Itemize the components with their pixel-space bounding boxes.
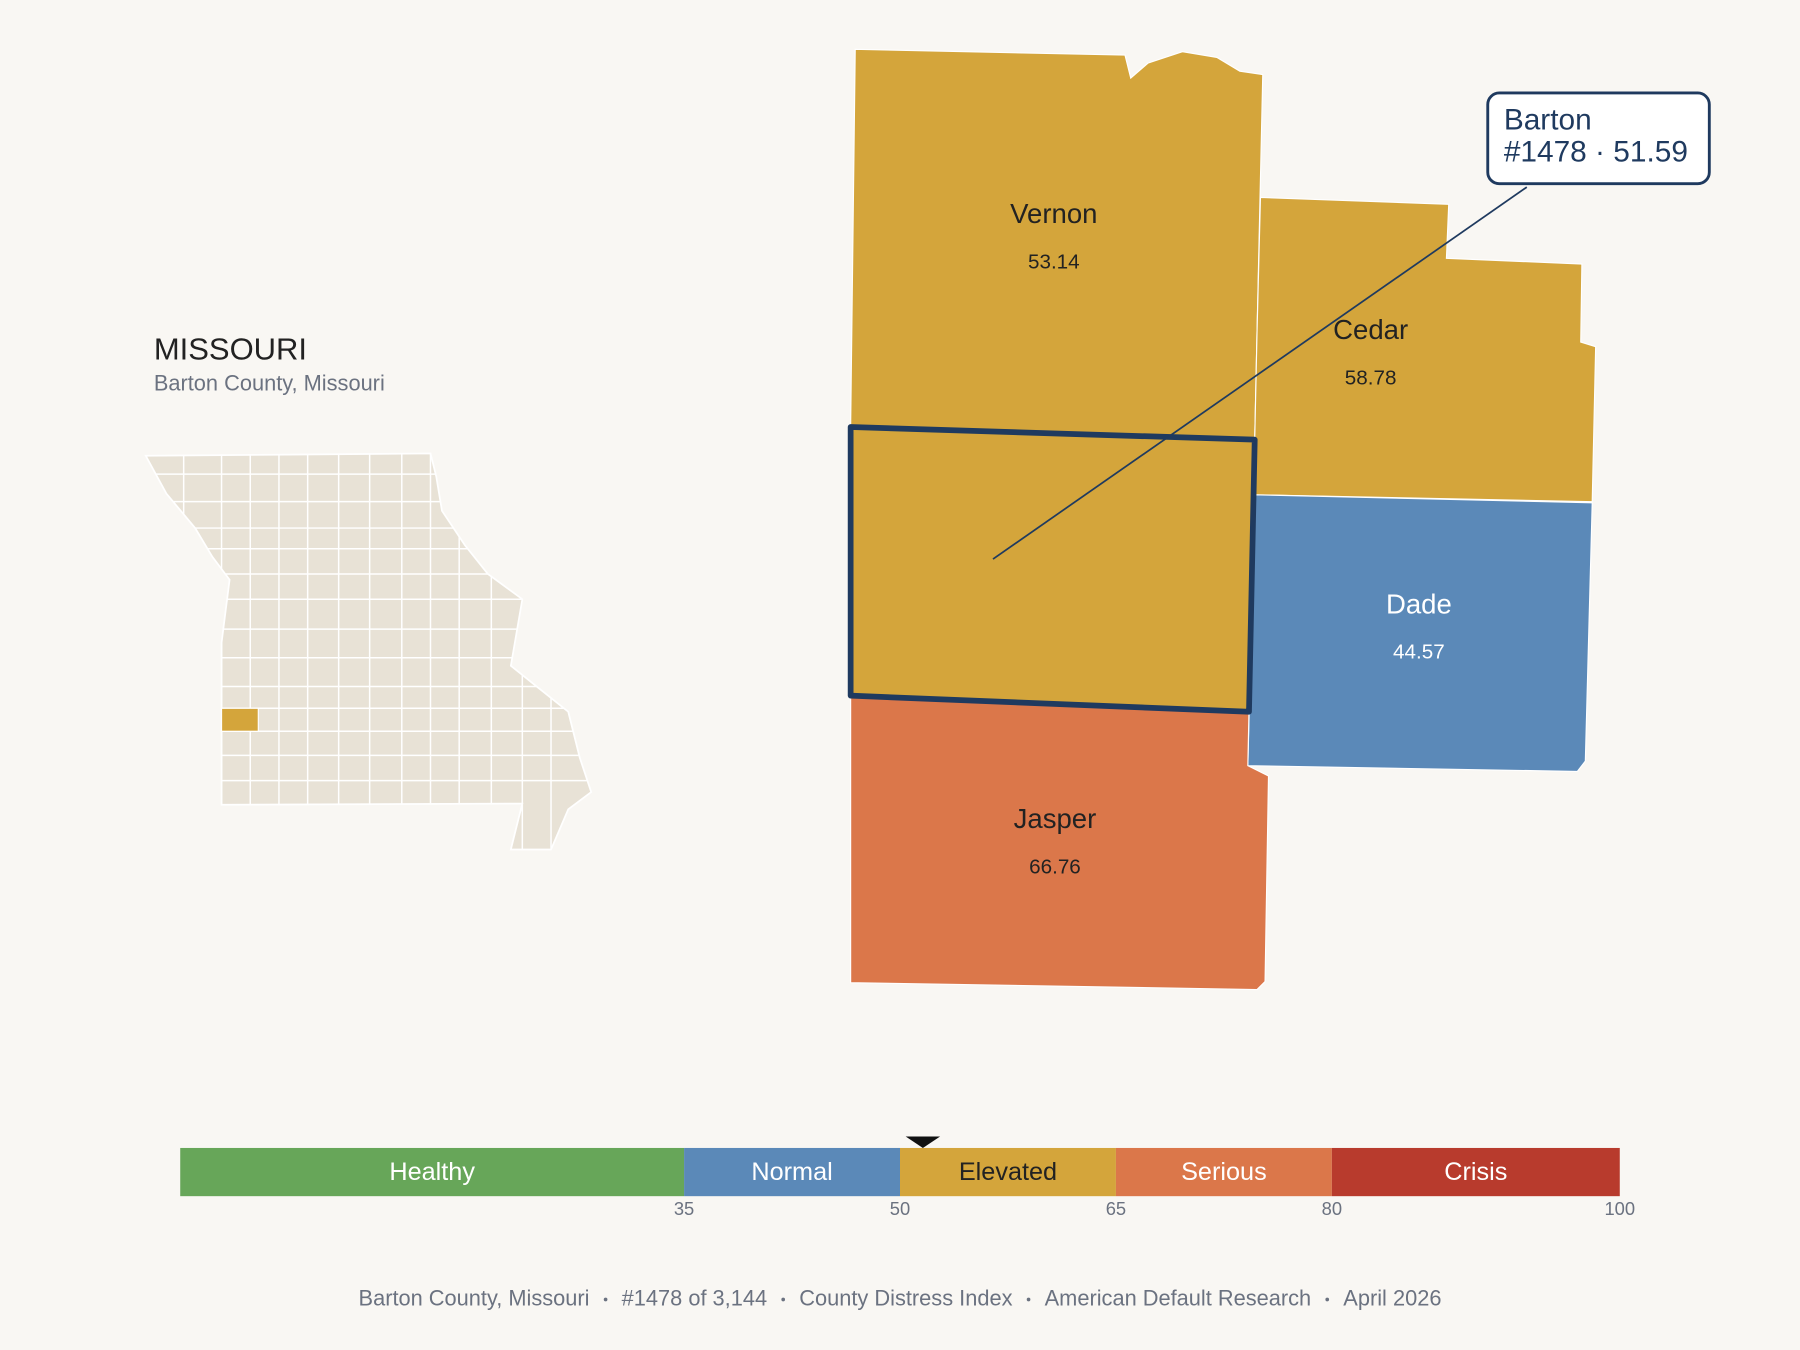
footer: Barton County, Missouri #1478 of 3,144 Cou… [359,1285,1442,1310]
county-name: Vernon [1010,198,1097,229]
footer-separator [781,1297,786,1302]
callout-leader [992,186,1528,560]
county-name: Jasper [1014,803,1097,834]
legend-tick-label: 50 [890,1198,910,1219]
legend-band-label: Elevated [959,1158,1057,1186]
legend-band [180,1147,685,1197]
footer-separator [603,1297,608,1302]
selected-county-inset [220,707,259,732]
legend-tick-label: 65 [1106,1198,1126,1219]
legend-tick-label: 35 [674,1198,694,1219]
county-map: Vernon 53.14 Cedar 58.78 Dade 44.57 Jasper 66.7… [847,48,1711,991]
county-shape [850,695,1270,991]
callout-text: #1478 · 51.59 [1504,136,1688,169]
subtitle: Barton County, Missouri [154,370,385,395]
legend: Healthy Normal Elevated Serious Crisis 35 50 65… [180,1136,1635,1219]
footer-item: #1478 of 3,144 [622,1285,767,1310]
legend-band-label: Crisis [1444,1158,1507,1186]
county-shape [1254,196,1597,503]
state-inset [144,452,593,851]
legend-band-label: Normal [751,1158,832,1186]
footer-item: American Default Research [1045,1285,1312,1310]
legend-tick-label: 80 [1322,1198,1342,1219]
legend-tick-label: 100 [1604,1198,1635,1219]
legend-band [900,1147,1116,1197]
legend-band-label: Serious [1181,1158,1267,1186]
legend-band-label: Healthy [389,1158,475,1186]
county-shape [850,48,1264,441]
footer-item: County Distress Index [799,1285,1012,1310]
callout-box [1486,91,1711,186]
legend-marker [905,1136,941,1148]
legend-band [1331,1147,1620,1197]
county-name: Dade [1386,588,1452,619]
selected-county [847,424,1258,715]
callout-name: Barton [1504,104,1592,137]
county-shape [1247,494,1593,773]
footer-item: April 2026 [1343,1285,1441,1310]
county-value: 44.57 [1393,641,1445,664]
state-title: MISSOURI [154,331,307,366]
county-name: Cedar [1333,314,1408,345]
state-shape [144,452,593,851]
county-value: 66.76 [1029,855,1081,878]
legend-band [1115,1147,1332,1197]
legend-band [684,1147,900,1197]
footer-separator [1325,1297,1330,1302]
footer-separator [1026,1297,1031,1302]
county-value: 53.14 [1028,250,1080,273]
footer-item: Barton County, Missouri [359,1285,590,1310]
county-value: 58.78 [1345,366,1397,389]
